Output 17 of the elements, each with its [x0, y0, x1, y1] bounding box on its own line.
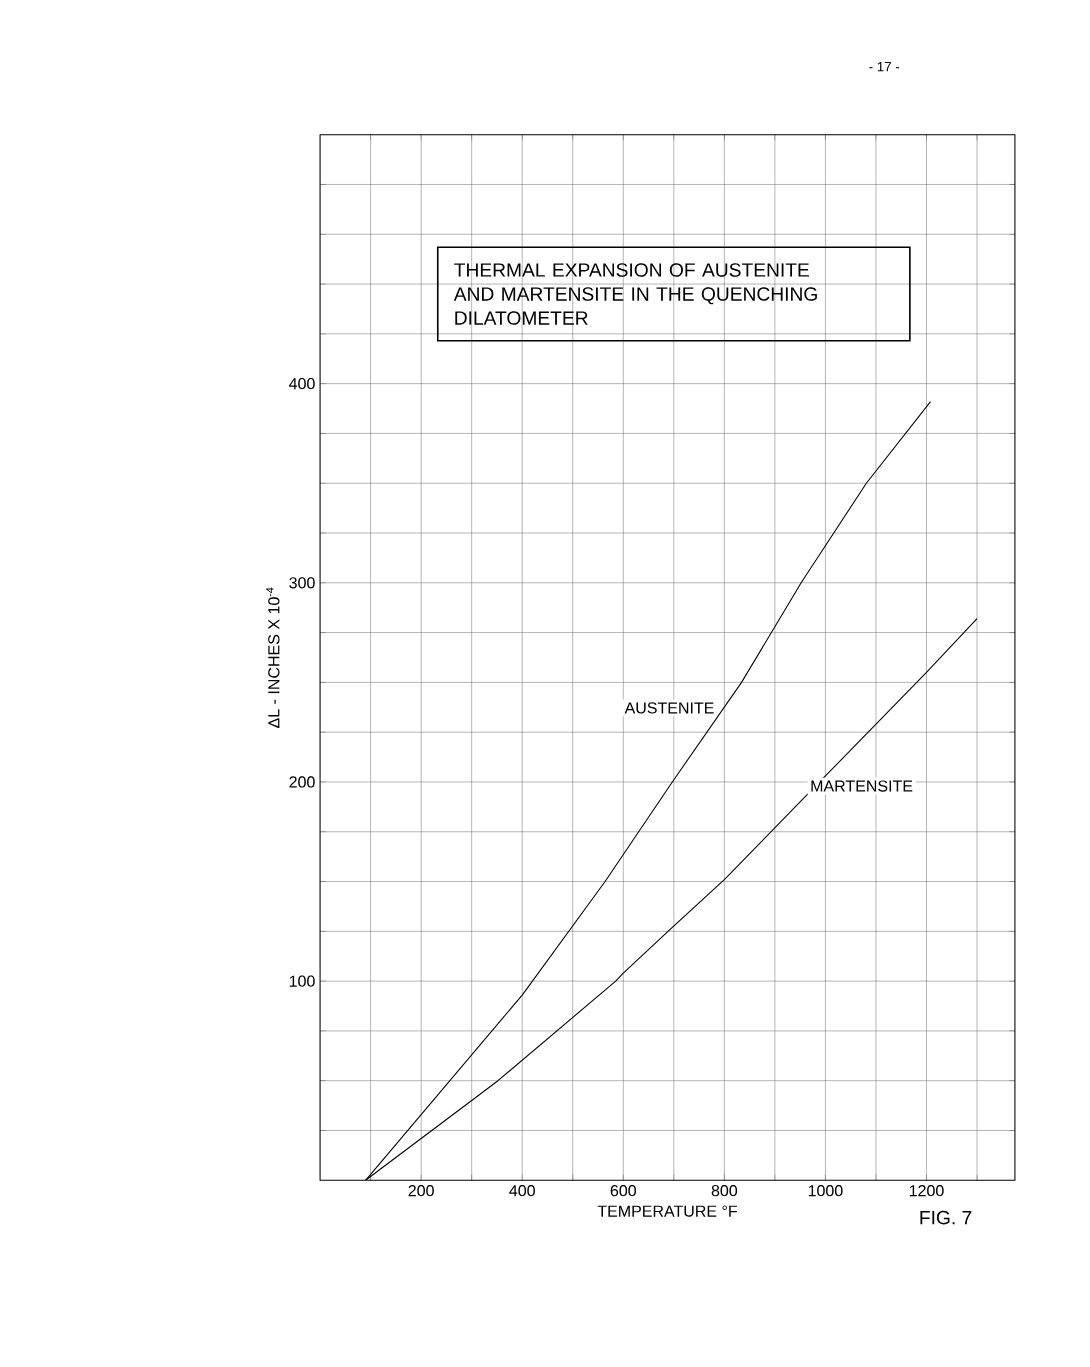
y-tick-label: 100 [289, 975, 315, 987]
series-label: AUSTENITE [624, 702, 714, 714]
x-tick-label: 600 [610, 1185, 636, 1197]
y-axis-title: ΔL - INCHES X 10$^{-4}$ [266, 587, 280, 728]
caption: FIG. 7 [920, 1210, 972, 1225]
x-tick-label: 1000 [808, 1185, 843, 1197]
y-tick-label: 200 [289, 776, 315, 788]
x-tick-label: 1200 [909, 1185, 944, 1197]
x-tick-label: 200 [408, 1185, 434, 1197]
series-label: MARTENSITE [811, 780, 913, 792]
y-tick-label: 300 [289, 577, 315, 589]
x-axis-title: TEMPERATURE °F [597, 1205, 737, 1217]
y-tick-label: 400 [288, 377, 315, 390]
x-tick-label: 400 [509, 1185, 535, 1197]
x-tick-label: 800 [711, 1185, 737, 1197]
text: - 17 - [869, 62, 900, 72]
text: THERMAL EXPANSION OF AUSTENITE AND MARTENSITE IN THE QUENCHING DILATOMETER [453, 263, 817, 325]
